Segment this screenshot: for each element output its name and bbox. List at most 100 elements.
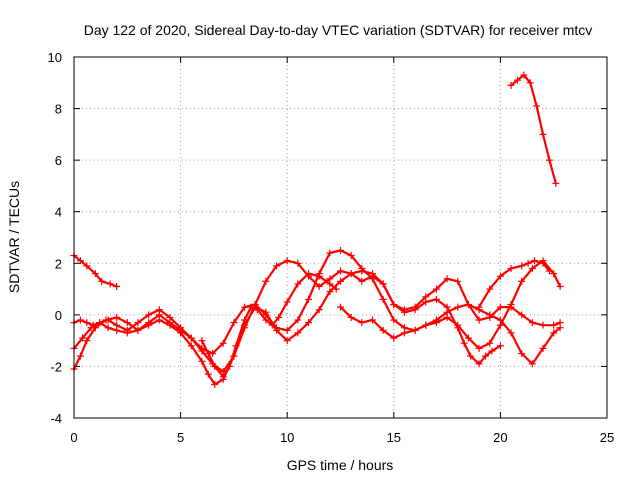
- series-line: [72, 249, 562, 365]
- data-point: [358, 264, 366, 272]
- data-point: [226, 362, 234, 370]
- data-point: [305, 270, 313, 278]
- data-point: [531, 257, 539, 265]
- data-point: [475, 316, 483, 324]
- data-point: [315, 306, 323, 314]
- x-axis-label: GPS time / hours: [287, 457, 394, 473]
- data-point: [294, 329, 302, 337]
- data-point: [528, 319, 536, 327]
- data-point: [513, 76, 521, 84]
- data-point: [337, 277, 344, 285]
- data-point: [528, 264, 536, 272]
- data-point: [219, 373, 227, 381]
- data-point: [123, 326, 131, 334]
- data-point: [283, 298, 291, 306]
- data-point: [486, 339, 494, 347]
- data-point: [83, 337, 91, 345]
- data-point: [166, 313, 174, 321]
- x-tick-label: 10: [280, 430, 294, 445]
- data-point: [247, 303, 255, 311]
- data-point: [454, 277, 462, 285]
- data-point: [518, 350, 526, 358]
- data-point: [358, 277, 366, 285]
- x-tick-label: 5: [177, 430, 184, 445]
- data-point: [528, 360, 536, 368]
- data-point: [253, 306, 261, 314]
- data-point: [460, 339, 468, 347]
- data-point: [552, 179, 560, 187]
- data-point: [155, 306, 163, 314]
- data-point: [113, 313, 121, 321]
- data-point: [262, 316, 270, 324]
- data-point: [379, 295, 387, 303]
- data-point: [347, 270, 355, 278]
- data-point: [432, 295, 440, 303]
- data-point: [518, 262, 526, 270]
- series-track-6: [337, 257, 564, 352]
- data-point: [273, 324, 281, 332]
- data-point: [496, 303, 504, 311]
- series-track-1: [70, 252, 121, 290]
- y-tick-label: 8: [55, 102, 62, 117]
- data-point: [379, 280, 387, 288]
- data-point: [219, 339, 227, 347]
- series-track-8: [507, 71, 560, 187]
- data-point: [268, 321, 276, 329]
- data-point: [113, 282, 121, 290]
- data-point: [326, 288, 334, 296]
- data-point: [507, 81, 515, 89]
- y-tick-label: -2: [50, 359, 62, 374]
- data-point: [76, 352, 84, 360]
- data-point: [98, 277, 106, 285]
- data-point: [337, 303, 344, 311]
- grid-layer: [74, 57, 607, 418]
- data-point: [273, 262, 281, 270]
- data-point: [262, 277, 270, 285]
- data-point: [443, 313, 451, 321]
- data-point: [204, 350, 212, 358]
- data-point: [539, 344, 547, 352]
- data-point: [326, 249, 334, 257]
- data-point: [96, 319, 104, 327]
- data-point: [79, 334, 87, 342]
- series-track-7: [475, 257, 553, 311]
- data-point: [464, 301, 472, 309]
- data-point: [87, 324, 95, 332]
- data-point: [251, 301, 259, 309]
- data-point: [556, 282, 564, 290]
- plot-frame: [73, 56, 608, 419]
- data-point: [187, 342, 195, 350]
- data-point: [539, 321, 547, 329]
- data-point: [518, 311, 526, 319]
- data-point: [76, 316, 84, 324]
- y-tick-label: 10: [48, 50, 62, 65]
- x-tick-label: 20: [493, 430, 507, 445]
- data-point: [481, 352, 489, 360]
- data-point: [198, 357, 206, 365]
- data-point: [294, 280, 302, 288]
- y-tick-label: 6: [55, 153, 62, 168]
- data-point: [83, 319, 91, 327]
- data-point: [315, 282, 323, 290]
- data-point: [464, 334, 472, 342]
- data-point: [232, 342, 240, 350]
- data-point: [496, 272, 504, 280]
- y-tick-label: -4: [50, 411, 62, 426]
- data-point: [379, 326, 387, 334]
- data-point: [443, 275, 451, 283]
- data-point: [432, 319, 440, 327]
- data-point: [488, 347, 496, 355]
- data-point: [400, 329, 408, 337]
- data-point: [507, 264, 515, 272]
- data-point: [106, 280, 114, 288]
- data-point: [104, 316, 112, 324]
- y-tick-label: 4: [55, 205, 62, 220]
- data-point: [390, 301, 398, 309]
- data-point: [454, 303, 462, 311]
- data-point: [539, 130, 547, 138]
- x-tick-label: 25: [600, 430, 614, 445]
- data-point: [294, 259, 302, 267]
- data-point: [83, 262, 91, 270]
- data-point: [539, 259, 547, 267]
- data-point: [432, 285, 440, 293]
